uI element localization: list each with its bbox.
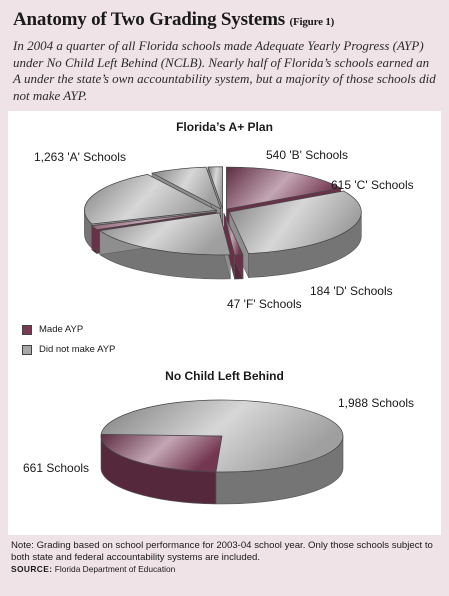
intro-text: In 2004 a quarter of all Florida schools… xyxy=(13,38,436,103)
legend-not-made-ayp: Did not make AYP xyxy=(22,344,115,355)
slice-label-b: 540 'B' Schools xyxy=(266,148,348,162)
chart-panel: Florida’s A+ Plan 1,263 'A' Schools 540 … xyxy=(8,111,441,535)
slice-made-ayp xyxy=(100,433,223,473)
legend-made-ayp: Made AYP xyxy=(22,324,83,335)
slice-b-made xyxy=(223,213,244,256)
legend-swatch-not-made xyxy=(22,344,32,355)
slice-c-made xyxy=(90,211,217,230)
chart-title-aplus: Florida’s A+ Plan xyxy=(176,120,273,134)
slice-label-c: 615 'C' Schools xyxy=(331,178,414,192)
source-line: SOURCE: Florida Department of Education xyxy=(11,564,175,574)
slice-c xyxy=(84,174,218,225)
source-text: Florida Department of Education xyxy=(54,564,176,574)
slice-label-not-made: 1,988 Schools xyxy=(338,396,415,410)
slice-label-d: 184 'D' Schools xyxy=(310,284,393,298)
slice-b xyxy=(98,212,231,256)
slice-label-f: 47 'F' Schools xyxy=(227,297,302,311)
slice-a-made xyxy=(226,166,342,210)
slice-f xyxy=(207,166,223,209)
legend-label-not-made: Did not make AYP xyxy=(39,344,116,355)
slice-d xyxy=(150,166,222,210)
legend-swatch-made xyxy=(22,324,32,335)
figure-tag: (Figure 1) xyxy=(289,16,335,28)
aplus-pie-chart xyxy=(84,166,362,280)
title-text: Anatomy of Two Grading Systems xyxy=(13,9,285,30)
slice-a xyxy=(228,190,362,254)
footnote: Note: Grading based on school performanc… xyxy=(11,540,433,563)
legend-label-made: Made AYP xyxy=(39,324,84,335)
chart-title-nclb: No Child Left Behind xyxy=(165,369,284,383)
source-label: SOURCE: xyxy=(11,564,53,574)
slice-label-a: 1,263 'A' Schools xyxy=(34,150,126,164)
slice-label-made: 661 Schools xyxy=(23,461,90,475)
page-title: Anatomy of Two Grading Systems (Figure 1… xyxy=(13,9,334,31)
slice-not-made-ayp xyxy=(100,399,344,473)
nclb-pie-chart xyxy=(100,399,344,505)
